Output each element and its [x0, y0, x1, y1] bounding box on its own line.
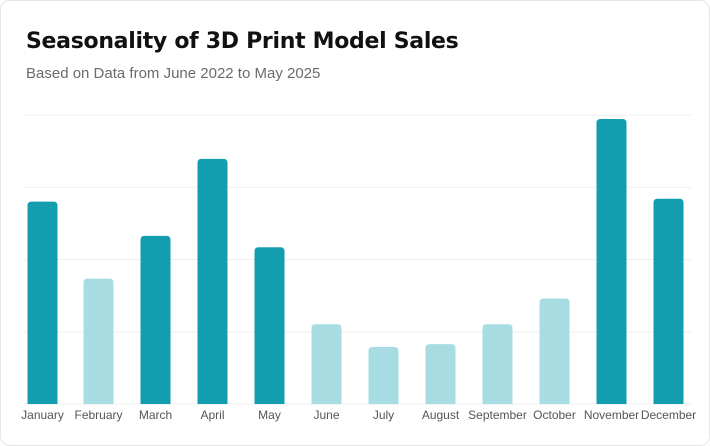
bar-july — [368, 347, 399, 404]
bar-october — [539, 298, 570, 404]
chart-subtitle: Based on Data from June 2022 to May 2025 — [26, 65, 321, 82]
x-tick-label: September — [468, 408, 527, 422]
bar-august — [425, 344, 456, 404]
bar-march — [140, 235, 171, 404]
bar-february — [83, 278, 114, 404]
x-tick-label: October — [533, 408, 576, 422]
x-tick-label: March — [139, 408, 172, 422]
chart-title: Seasonality of 3D Print Model Sales — [26, 29, 459, 54]
bar-april — [197, 158, 228, 404]
x-tick-label: January — [21, 408, 64, 422]
x-tick-label: August — [422, 408, 460, 422]
x-tick-label: April — [200, 408, 224, 422]
bars — [27, 119, 684, 404]
gridlines — [23, 114, 691, 405]
bar-december — [653, 198, 684, 404]
x-tick-label: June — [313, 408, 339, 422]
x-tick-label: July — [373, 408, 394, 422]
bar-november — [596, 119, 627, 404]
x-tick-label: November — [584, 408, 639, 422]
x-tick-label: February — [74, 408, 122, 422]
x-tick-label: December — [641, 408, 696, 422]
bar-january — [27, 201, 58, 404]
x-axis-labels: January February March April May June July Augu… — [21, 408, 696, 422]
bar-may — [254, 247, 285, 404]
bar-september — [482, 324, 513, 404]
bar-june — [311, 324, 342, 404]
x-tick-label: May — [258, 408, 281, 422]
